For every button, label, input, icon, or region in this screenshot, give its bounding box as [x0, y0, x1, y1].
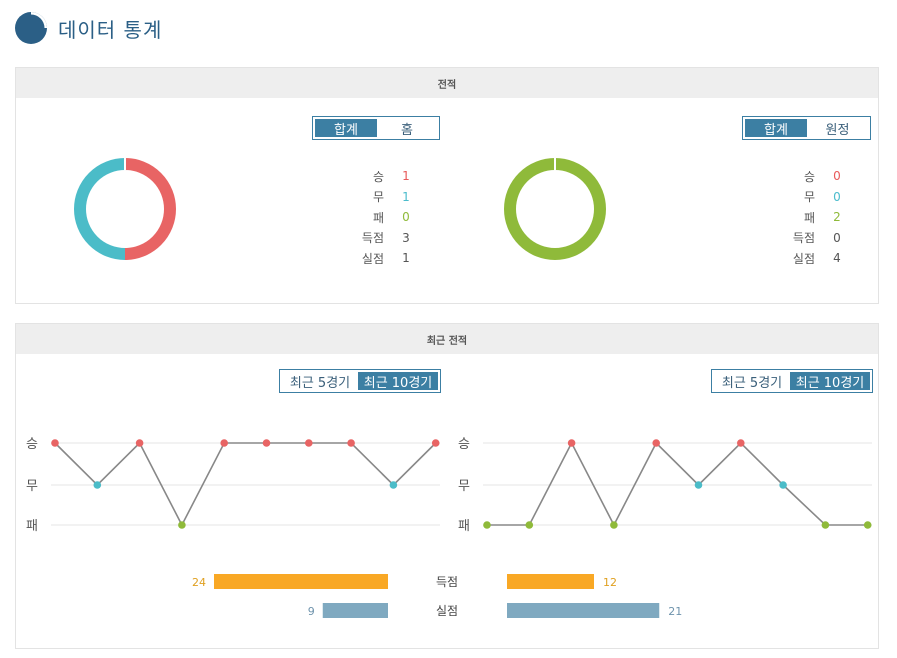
stat-label: 실점	[792, 251, 815, 266]
form-point	[389, 481, 398, 489]
form-point	[652, 439, 660, 447]
stat-label: 무	[803, 190, 815, 205]
recent-header: 최근 전적	[16, 324, 878, 354]
stat-label: 패	[372, 210, 384, 225]
form-row-label: 승	[26, 437, 38, 452]
recent-right-tabs: 최근 5경기 최근 10경기	[711, 369, 873, 393]
form-point	[220, 439, 228, 447]
stat-value: 0	[833, 169, 841, 184]
form-point	[737, 439, 745, 447]
stat-value: 1	[402, 189, 410, 204]
stat-row-goals-for: 득점 3	[350, 228, 428, 249]
pie-chart-icon	[15, 12, 47, 44]
stat-row-goals-for: 득점 0	[781, 228, 859, 249]
tab-total-right[interactable]: 합계	[745, 119, 807, 138]
goals-for-label: 득점	[436, 575, 458, 589]
goals-against-label: 실점	[436, 604, 458, 618]
form-row-label: 무	[26, 479, 38, 494]
goals-for-bar-right	[507, 574, 594, 589]
form-point	[694, 481, 703, 489]
stat-label: 득점	[792, 231, 815, 246]
form-point	[821, 521, 830, 529]
stat-row-goals-against: 실점 4	[781, 248, 859, 269]
stat-label: 패	[803, 210, 815, 225]
tab-total-left[interactable]: 합계	[315, 119, 377, 138]
form-point	[305, 439, 313, 447]
form-point	[525, 521, 534, 529]
form-chart-left: 승무패	[26, 437, 440, 534]
donut-chart-left	[74, 158, 176, 260]
form-point	[610, 521, 618, 529]
form-point	[779, 481, 787, 489]
stat-value: 0	[833, 189, 841, 204]
tab-recent-10-right[interactable]: 최근 10경기	[790, 372, 870, 391]
tab-home[interactable]: 홈	[401, 122, 413, 138]
tab-recent-5-left[interactable]: 최근 5경기	[289, 375, 351, 391]
recent-form-charts: 승무패 승무패 24 12 득점 9 21 실점	[26, 437, 872, 618]
form-row-label: 패	[26, 519, 38, 534]
donut-slice-1	[74, 158, 126, 260]
goals-against-bar-left	[322, 603, 388, 618]
goals-against-value-right: 21	[668, 605, 682, 618]
form-point	[863, 521, 872, 529]
stat-value: 4	[833, 251, 841, 266]
tab-recent-10-left[interactable]: 최근 10경기	[358, 372, 438, 391]
stat-row-goals-against: 실점 1	[350, 248, 428, 269]
form-line	[54, 441, 437, 527]
form-point	[431, 439, 440, 447]
form-point	[93, 481, 102, 489]
donut-chart-right	[504, 158, 606, 260]
form-row-label: 무	[458, 479, 470, 494]
form-point	[178, 521, 186, 529]
form-row-label: 승	[458, 437, 470, 452]
goals-for-bar-left	[214, 574, 388, 589]
form-point	[51, 439, 59, 447]
tab-recent-5-right[interactable]: 최근 5경기	[721, 375, 783, 391]
form-point	[567, 439, 576, 447]
goals-for-value-right: 12	[603, 576, 617, 589]
goals-against-bar-right	[507, 603, 660, 618]
record-donuts	[74, 158, 606, 260]
goals-for-value-left: 24	[192, 576, 206, 589]
form-point	[483, 521, 491, 529]
stat-value: 3	[402, 230, 410, 245]
stat-value: 0	[833, 230, 841, 245]
donut-slice-0	[124, 158, 176, 260]
goal-comparison-bars: 24 12 득점 9 21 실점	[192, 574, 682, 618]
form-point	[347, 439, 355, 447]
donut-slice-2	[504, 158, 606, 260]
record-right-tabs: 합계 원정	[742, 116, 871, 140]
goals-against-value-left: 9	[308, 605, 315, 618]
recent-left-tabs: 최근 5경기 최근 10경기	[279, 369, 441, 393]
form-row-label: 패	[458, 519, 470, 534]
stat-label: 득점	[361, 231, 384, 246]
page-title-text: 데이터 통계	[58, 17, 163, 42]
form-chart-right: 승무패	[458, 437, 872, 534]
stat-label: 실점	[361, 251, 384, 266]
stat-value: 1	[402, 169, 410, 184]
form-point	[135, 439, 144, 447]
stat-value: 1	[402, 251, 410, 266]
stat-label: 무	[372, 190, 384, 205]
tab-away[interactable]: 원정	[825, 122, 850, 138]
form-line	[487, 441, 868, 527]
form-point	[262, 439, 271, 447]
record-header: 전적	[16, 68, 878, 98]
page-title: 데이터 통계	[14, 10, 162, 46]
stat-label: 승	[803, 169, 815, 184]
stat-value: 2	[833, 210, 841, 225]
stat-value: 0	[402, 210, 410, 225]
record-left-tabs: 합계 홈	[312, 116, 440, 140]
stat-label: 승	[372, 169, 384, 184]
